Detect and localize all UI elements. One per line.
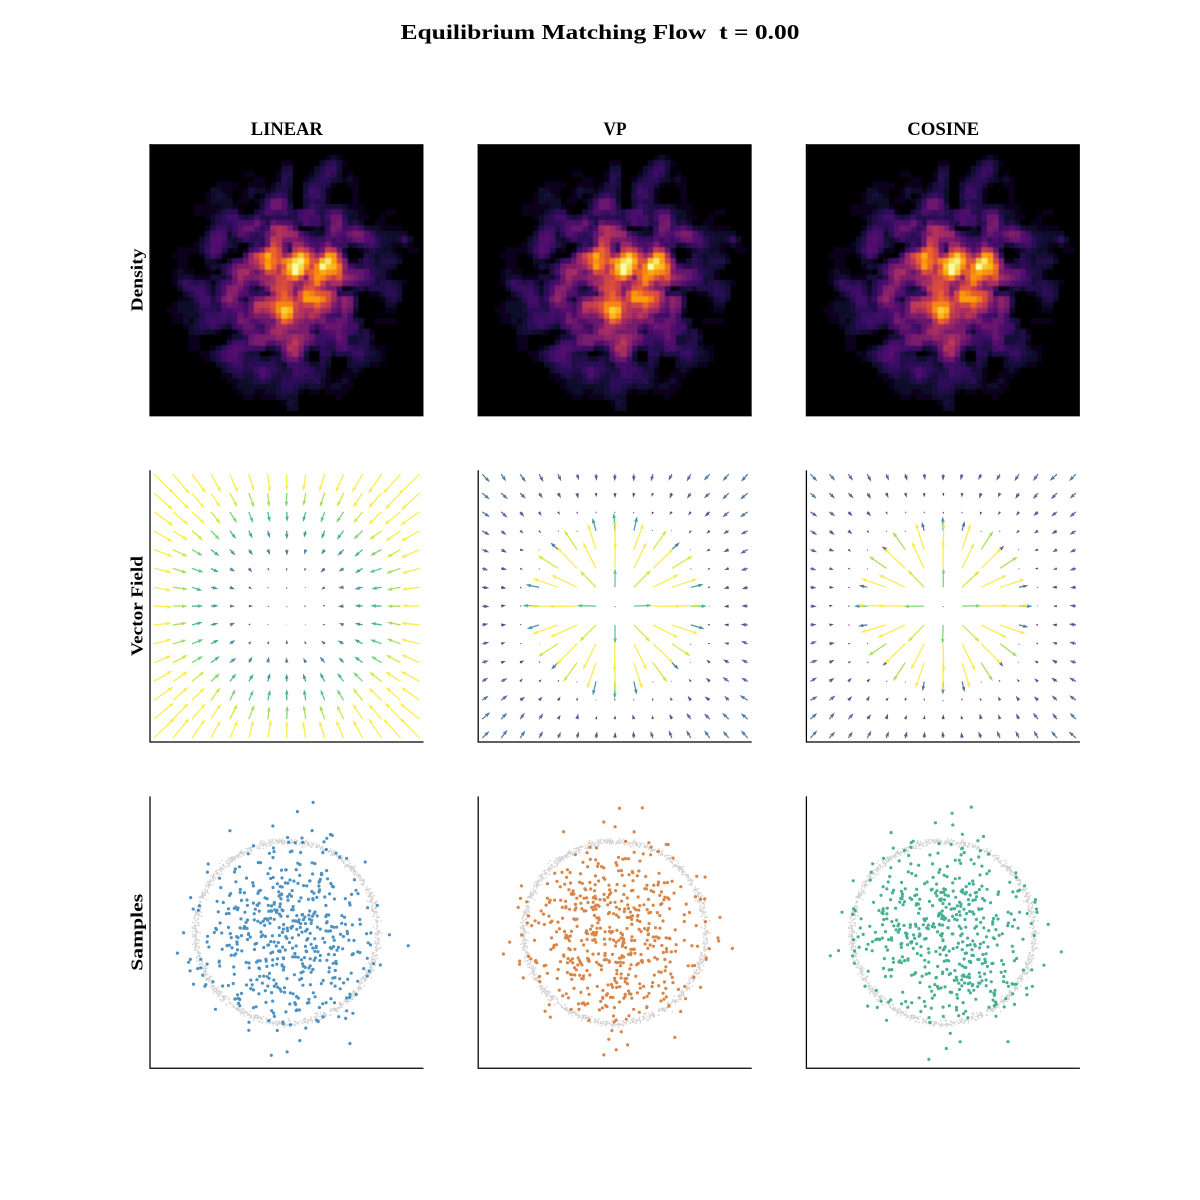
svg-text:Equilibrium Matching Flow t =: Equilibrium Matching Flow t = 0.00 bbox=[401, 20, 800, 44]
svg-text:Vector Field: Vector Field bbox=[128, 556, 147, 656]
svg-text:Density: Density bbox=[128, 248, 147, 312]
svg-text:COSINE: COSINE bbox=[907, 119, 979, 140]
svg-text:Samples: Samples bbox=[128, 893, 147, 971]
svg-text:VP: VP bbox=[604, 119, 627, 140]
svg-text:LINEAR: LINEAR bbox=[251, 119, 324, 140]
